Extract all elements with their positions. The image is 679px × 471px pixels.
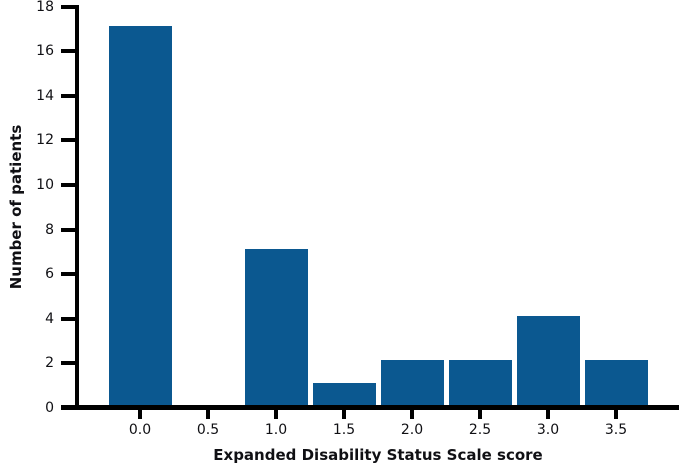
bar-3.0 <box>516 316 580 405</box>
bar-0.0 <box>108 26 172 405</box>
x-axis-tick-label: 2.0 <box>400 422 424 438</box>
bar-1.0 <box>244 249 308 405</box>
bar-3.5 <box>584 360 648 405</box>
y-axis-tick-label: 14 <box>36 87 54 104</box>
y-axis-tick-label: 18 <box>36 0 54 15</box>
x-axis-tick <box>342 408 346 419</box>
x-axis-tick-label: 1.5 <box>332 422 356 438</box>
x-axis-tick <box>478 408 482 419</box>
x-axis-tick <box>546 408 550 419</box>
x-axis-tick <box>614 408 618 419</box>
y-axis-tick-label: 4 <box>45 310 54 327</box>
y-axis-tick <box>61 183 76 187</box>
x-axis-tick-label: 3.0 <box>536 422 560 438</box>
x-axis-tick <box>138 408 142 419</box>
x-axis-tick-label: 2.5 <box>468 422 492 438</box>
x-axis-tick-label: 0.0 <box>128 422 152 438</box>
y-axis-tick-label: 12 <box>36 132 54 149</box>
y-axis-line <box>75 5 79 409</box>
y-axis-tick <box>61 4 76 9</box>
x-axis-tick-label: 0.5 <box>196 422 220 438</box>
x-axis-tick <box>274 408 278 419</box>
y-axis-tick-label: 10 <box>36 177 54 193</box>
y-axis-tick <box>61 272 76 277</box>
x-axis-tick <box>410 408 414 419</box>
bar-2.0 <box>380 360 444 405</box>
y-axis-tick <box>61 138 76 143</box>
x-axis-tick <box>206 408 210 419</box>
y-axis-tick-label: 6 <box>45 266 54 283</box>
x-axis-tick-label: 1.0 <box>264 422 288 438</box>
y-axis-tick <box>61 316 76 321</box>
y-axis-tick <box>61 49 76 54</box>
y-axis-tick-label: 8 <box>45 221 54 238</box>
y-axis-tick <box>61 406 76 410</box>
y-axis-tick <box>61 227 76 232</box>
bar-2.5 <box>448 360 512 405</box>
x-axis-title: Expanded Disability Status Scale score <box>213 446 543 464</box>
y-axis-tick <box>61 93 76 98</box>
y-axis-tick-label: 16 <box>36 43 54 60</box>
y-axis-tick-label: 2 <box>45 355 54 372</box>
x-axis-line <box>61 405 679 410</box>
y-axis-tick-label: 0 <box>45 400 54 416</box>
y-axis-tick <box>61 361 76 366</box>
x-axis-tick-label: 3.5 <box>604 422 628 438</box>
bar-1.5 <box>312 383 376 405</box>
